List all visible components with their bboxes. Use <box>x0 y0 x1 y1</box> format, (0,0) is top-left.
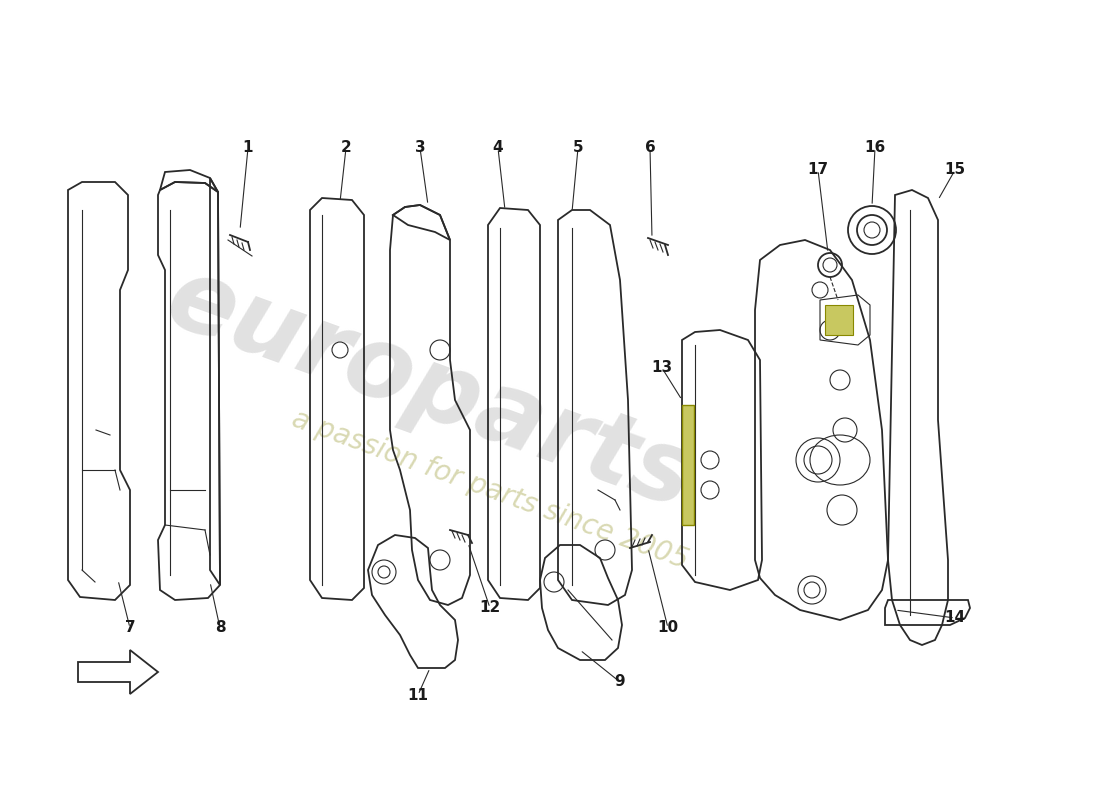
Text: 13: 13 <box>651 361 672 375</box>
Text: 4: 4 <box>493 141 504 155</box>
Text: 17: 17 <box>807 162 828 178</box>
Text: europarts: europarts <box>154 250 706 530</box>
Text: 1: 1 <box>243 141 253 155</box>
Text: 7: 7 <box>124 621 135 635</box>
Bar <box>825 305 852 335</box>
Text: 16: 16 <box>865 141 886 155</box>
Text: 14: 14 <box>945 610 966 626</box>
Text: 11: 11 <box>407 687 429 702</box>
Text: 3: 3 <box>415 141 426 155</box>
Bar <box>682 405 694 525</box>
Text: 10: 10 <box>658 621 679 635</box>
Text: 5: 5 <box>573 141 583 155</box>
Text: a passion for parts since 2005: a passion for parts since 2005 <box>288 405 692 575</box>
Text: 9: 9 <box>615 674 625 690</box>
Text: 8: 8 <box>214 621 225 635</box>
Text: 2: 2 <box>341 141 351 155</box>
Text: 15: 15 <box>945 162 966 178</box>
Text: 12: 12 <box>480 601 501 615</box>
Text: 6: 6 <box>645 141 656 155</box>
